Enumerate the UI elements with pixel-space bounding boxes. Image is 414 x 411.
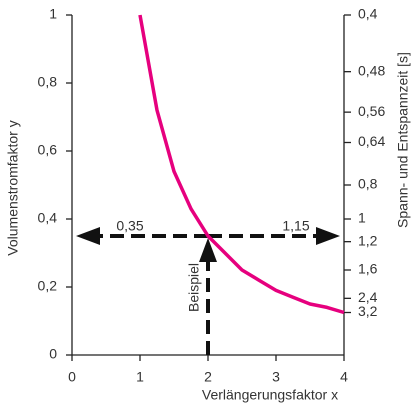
y2-tick-label: 1 bbox=[358, 210, 366, 226]
y2-tick-label: 0,4 bbox=[358, 6, 378, 22]
y2-axis-label: Spann- und Entspannzeit [s] bbox=[395, 52, 411, 228]
y-tick-label: 0,8 bbox=[38, 74, 58, 90]
arrowhead bbox=[76, 227, 100, 245]
y-tick-label: 1 bbox=[49, 6, 57, 22]
y-tick-label: 0,4 bbox=[38, 210, 58, 226]
arrowhead bbox=[316, 227, 340, 245]
y-tick-label: 0 bbox=[49, 346, 57, 362]
y2-tick-label: 1,6 bbox=[358, 261, 378, 277]
y-tick-label: 0,6 bbox=[38, 142, 58, 158]
x-tick-label: 1 bbox=[136, 369, 144, 385]
y2-tick-label: 0,48 bbox=[358, 62, 385, 78]
y2-tick-label: 3,2 bbox=[358, 303, 378, 319]
y2-tick-label: 0,64 bbox=[358, 133, 385, 149]
annotation: 1,15 bbox=[282, 218, 309, 234]
y2-tick-label: 1,2 bbox=[358, 232, 378, 248]
y2-tick-label: 2,4 bbox=[358, 289, 378, 305]
x-tick-label: 2 bbox=[204, 369, 212, 385]
curve bbox=[138, 14, 345, 315]
arrowhead bbox=[199, 238, 217, 262]
y2-tick-label: 0,8 bbox=[358, 176, 378, 192]
annotation: 0,35 bbox=[116, 218, 143, 234]
x-axis-label: Verlängerungsfaktor x bbox=[202, 387, 338, 403]
x-tick-label: 4 bbox=[340, 369, 348, 385]
y-tick-label: 0,2 bbox=[38, 278, 58, 294]
x-tick-label: 0 bbox=[68, 369, 76, 385]
y2-tick-label: 0,56 bbox=[358, 103, 385, 119]
x-tick-label: 3 bbox=[272, 369, 280, 385]
annotation: Beispiel bbox=[186, 263, 202, 312]
y-axis-label: Volumenstromfaktor y bbox=[5, 120, 21, 255]
